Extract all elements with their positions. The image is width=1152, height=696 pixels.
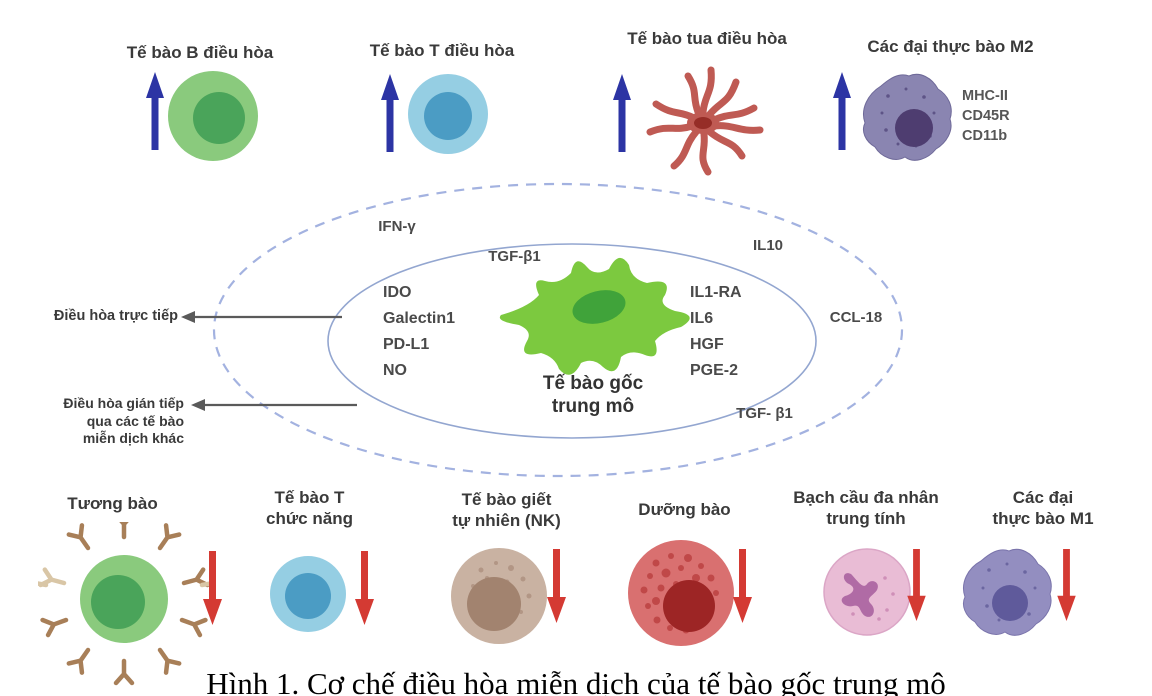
ifn-label: IFN-γ xyxy=(378,218,416,235)
indirect-annotation: Điều hòa gián tiếp qua các tế bào miễn d… xyxy=(12,395,184,448)
figure-caption: Hình 1. Cơ chế điều hòa miễn dịch của tế… xyxy=(206,666,946,696)
neutrophil-label-line2: trung tính xyxy=(826,509,906,528)
direct-arrow xyxy=(181,311,342,323)
m2-label: Các đại thực bào M2 xyxy=(867,37,1034,56)
m2-markers: MHC-II CD45R CD11b xyxy=(962,86,1052,146)
marker-cd45r: CD45R xyxy=(962,108,1010,124)
mast-cell-icon xyxy=(628,540,734,646)
dc-reg-label: Tế bào tua điều hòa xyxy=(627,29,787,48)
plasma-cell-icon xyxy=(38,522,214,692)
down-arrow-icon xyxy=(547,549,566,623)
ccl18-label: CCL-18 xyxy=(829,309,883,326)
nk-label-line1: Tế bào giết xyxy=(461,490,552,509)
m1-macrophage-icon xyxy=(962,548,1052,636)
marker-mhc2: MHC-II xyxy=(962,88,1008,104)
down-arrow-icon xyxy=(1057,549,1076,621)
mol-pdl1: PD-L1 xyxy=(383,336,430,353)
left-molecule-list: IDO Galectin1 PD-L1 NO xyxy=(383,280,455,384)
down-arrow-icon xyxy=(355,551,374,625)
plasma-label-line1: Tương bào xyxy=(67,494,158,513)
up-arrow-icon xyxy=(146,72,164,150)
neutrophil-label: Bạch cầu đa nhân trung tính xyxy=(775,487,957,529)
dendritic-cell-icon xyxy=(646,66,764,176)
mol-il6: IL6 xyxy=(690,310,714,327)
nk-label-line2: tự nhiên (NK) xyxy=(452,511,561,530)
t-reg-cell-icon xyxy=(408,74,488,154)
msc-label-line2: trung mô xyxy=(551,396,635,417)
t-eff-label-line1: Tế bào T xyxy=(274,488,345,507)
b-reg-label: Tế bào B điều hòa xyxy=(126,43,274,62)
m1-label-line2: thực bào M1 xyxy=(992,509,1094,528)
direct-annotation: Điều hòa trực tiếp xyxy=(53,308,178,324)
msc-label: Tế bào gốc trung mô xyxy=(508,372,678,418)
indirect-arrow xyxy=(191,399,357,411)
mol-pge2: PGE-2 xyxy=(690,362,739,379)
up-arrow-icon xyxy=(833,72,851,150)
m2-macrophage-icon xyxy=(862,73,952,161)
mol-galectin1: Galectin1 xyxy=(383,310,456,327)
inner-solid-ellipse xyxy=(327,243,817,439)
down-arrow-icon xyxy=(203,551,222,625)
nk-label: Tế bào giết tự nhiên (NK) xyxy=(424,489,589,531)
tgfb-bottom-label: TGF- β1 xyxy=(736,405,793,422)
mol-hgf: HGF xyxy=(690,336,724,353)
nk-cell-icon xyxy=(451,548,547,644)
down-arrow-icon xyxy=(907,549,926,621)
marker-cd11b: CD11b xyxy=(962,128,1008,144)
mast-label-line1: Dưỡng bào xyxy=(638,500,731,519)
t-eff-label: Tế bào T chức năng xyxy=(242,487,377,529)
t-reg-label: Tế bào T điều hòa xyxy=(369,41,515,60)
indirect-line3: miễn dịch khác xyxy=(82,430,184,446)
mol-il1ra: IL1-RA xyxy=(690,284,742,301)
msc-cell-icon xyxy=(499,257,690,375)
down-arrow-icon xyxy=(733,549,752,623)
m1-label-line1: Các đại xyxy=(1012,488,1074,507)
m1-label: Các đại thực bào M1 xyxy=(962,487,1124,529)
b-reg-cell-icon xyxy=(168,71,258,161)
indirect-line2: qua các tế bào xyxy=(86,412,184,429)
msc-label-line1: Tế bào gốc xyxy=(542,373,644,394)
mol-ido: IDO xyxy=(383,284,412,301)
indirect-line1: Điều hòa gián tiếp xyxy=(63,395,184,411)
up-arrow-icon xyxy=(381,74,399,152)
t-eff-label-line2: chức năng xyxy=(266,509,353,528)
outer-dashed-ellipse xyxy=(212,182,904,478)
tgfb-top-label: TGF-β1 xyxy=(488,248,541,265)
il10-label: IL10 xyxy=(752,237,783,254)
t-eff-cell-icon xyxy=(270,556,346,632)
plasma-label: Tương bào xyxy=(30,493,195,514)
up-arrow-icon xyxy=(613,74,631,152)
mast-label: Dưỡng bào xyxy=(612,499,757,520)
neutrophil-cell-icon xyxy=(823,548,911,636)
mol-no: NO xyxy=(383,362,407,379)
right-molecule-list: IL1-RA IL6 HGF PGE-2 xyxy=(690,280,742,384)
neutrophil-label-line1: Bạch cầu đa nhân xyxy=(793,488,939,507)
